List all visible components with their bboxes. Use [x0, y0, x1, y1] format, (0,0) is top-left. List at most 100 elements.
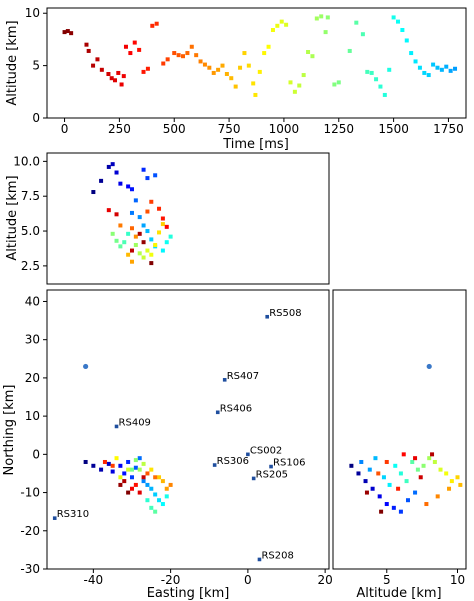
source-point: [129, 259, 134, 264]
source-point: [91, 63, 96, 68]
source-point: [153, 173, 158, 178]
source-point: [149, 467, 154, 472]
source-point: [409, 51, 414, 56]
source-point: [145, 498, 150, 503]
source-point: [185, 51, 190, 56]
source-point: [284, 22, 289, 27]
source-point: [133, 458, 138, 463]
source-point: [279, 19, 284, 24]
x-tick-label: 10: [450, 573, 465, 587]
source-point: [69, 31, 74, 36]
source-point: [275, 23, 280, 28]
source-point: [444, 64, 449, 69]
station-marker: [222, 378, 227, 382]
easting-altitude-points: [91, 162, 173, 266]
x-tick-label: 5: [383, 573, 391, 587]
source-point: [332, 82, 337, 87]
source-point: [336, 80, 341, 85]
source-point: [123, 44, 128, 49]
source-point: [202, 62, 207, 67]
source-point: [168, 234, 173, 239]
source-point: [145, 66, 150, 71]
easting-axis-label: Easting [km]: [147, 586, 230, 601]
source-point: [141, 461, 146, 466]
source-point: [395, 19, 400, 24]
source-point: [122, 240, 127, 245]
station-label: RS106: [273, 458, 305, 469]
time-altitude-points: [62, 14, 458, 97]
source-point: [137, 231, 142, 236]
source-point: [444, 471, 449, 476]
source-point: [297, 83, 302, 88]
source-point: [106, 72, 111, 76]
source-point: [378, 84, 383, 89]
source-point: [447, 486, 452, 491]
source-point: [288, 80, 293, 85]
y-tick-label: 20: [25, 371, 40, 385]
source-point: [430, 452, 435, 457]
source-point: [400, 28, 405, 32]
source-point: [133, 482, 138, 487]
source-point: [129, 226, 134, 231]
source-point: [161, 61, 166, 66]
source-point: [387, 67, 392, 72]
source-point: [149, 199, 154, 204]
source-point: [404, 38, 409, 43]
source-point: [438, 467, 443, 472]
altitude-northing-frame: [332, 289, 467, 570]
source-point: [141, 475, 146, 480]
source-point: [133, 465, 138, 470]
source-point: [398, 509, 403, 514]
northing-yticks: -30 -20 -10 0 10 20 30 40: [20, 294, 47, 576]
easting-altitude-yticks: 2.5 5.0 7.5 10.0: [13, 154, 47, 273]
source-point: [122, 479, 127, 484]
altitude-xticks: 5 10: [383, 569, 465, 587]
source-point: [137, 467, 142, 472]
source-point: [149, 505, 154, 510]
station-label: RS406: [220, 403, 252, 414]
source-point: [354, 20, 359, 25]
source-point: [373, 456, 378, 461]
source-point: [382, 92, 387, 97]
time-altitude-yticks: 0 5 10: [25, 6, 47, 125]
source-point: [129, 486, 134, 491]
easting-xticks: -40 -20 0 20: [84, 569, 333, 587]
source-point: [404, 479, 409, 484]
source-point: [141, 69, 146, 74]
source-point: [359, 459, 364, 464]
source-point: [292, 89, 297, 94]
source-point: [153, 242, 158, 247]
easting-northing-frame: [46, 289, 330, 570]
source-point: [118, 244, 123, 249]
source-point: [377, 494, 382, 499]
source-point: [270, 28, 275, 32]
source-point: [145, 471, 150, 476]
source-point: [102, 459, 107, 464]
source-point: [149, 486, 154, 491]
source-point: [91, 463, 96, 468]
altitude-axis-label-middle: Altitude [km]: [5, 175, 20, 260]
x-tick-label: -20: [161, 573, 181, 587]
source-point: [62, 30, 67, 35]
source-point: [424, 502, 429, 507]
altitude-axis-label-bottom: Altitude [km]: [356, 586, 441, 601]
source-point: [220, 63, 225, 68]
altitude-northing-points: [349, 363, 463, 514]
source-point: [157, 498, 162, 503]
source-point: [118, 475, 123, 480]
y-tick-label: 7.5: [21, 189, 40, 203]
station-marker: [212, 463, 217, 467]
source-point: [150, 23, 155, 28]
source-point: [301, 73, 306, 78]
y-tick-label: -30: [20, 562, 40, 576]
source-point: [133, 242, 138, 247]
source-point: [122, 471, 127, 476]
source-point: [369, 70, 374, 75]
source-point: [126, 467, 131, 472]
source-point: [129, 248, 134, 253]
source-point: [410, 459, 415, 464]
x-tick-label: 20: [317, 573, 332, 587]
x-tick-label: 500: [163, 122, 186, 136]
source-point: [229, 76, 234, 81]
